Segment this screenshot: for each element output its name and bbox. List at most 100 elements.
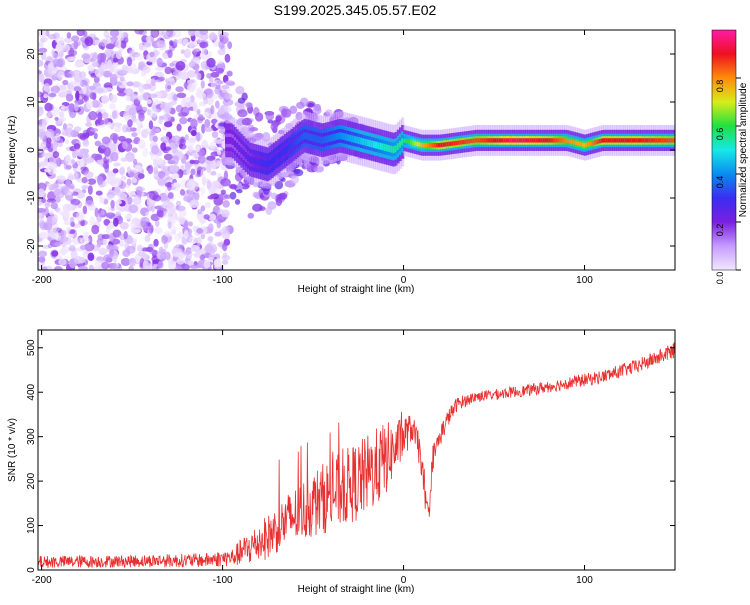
spectrogram-ridge-cell bbox=[648, 138, 652, 143]
spectrogram-cloud-cell bbox=[274, 180, 284, 190]
spectrogram-noise-cell bbox=[188, 235, 198, 245]
snr-y-tick-label: 500 bbox=[26, 339, 37, 356]
spectrogram-noise-cell bbox=[222, 200, 230, 208]
spectrogram-noise-cell bbox=[187, 260, 194, 266]
spectrogram-cloud-cell bbox=[219, 114, 228, 120]
spectrogram-noise-cell bbox=[62, 123, 67, 131]
spectrogram-noise-cell bbox=[113, 57, 118, 63]
spectrogram-ridge-cell bbox=[668, 138, 672, 143]
spectrogram-noise-cell bbox=[156, 209, 164, 218]
spectrogram-noise-cell bbox=[184, 220, 189, 230]
spectrogram-noise-cell bbox=[101, 112, 109, 119]
spectrogram-noise-cell bbox=[176, 92, 187, 99]
spectrogram-noise-cell bbox=[163, 121, 173, 128]
spectrogram-noise-cell bbox=[65, 178, 71, 188]
spectrogram-noise-cell bbox=[134, 165, 143, 172]
spectrogram-noise-cell bbox=[198, 114, 204, 119]
spectrogram-noise-cell bbox=[216, 80, 224, 85]
spectrogram-noise-cell bbox=[123, 230, 128, 240]
spectrogram-noise-cell bbox=[84, 90, 92, 96]
spectrogram-noise-cell bbox=[167, 221, 172, 229]
colorbar-gradient bbox=[711, 29, 737, 271]
spectrogram-noise-cell bbox=[128, 257, 137, 267]
spectrogram-noise-cell bbox=[196, 228, 204, 234]
spectrogram-noise-cell bbox=[112, 122, 123, 127]
spectrogram-noise-cell bbox=[114, 200, 123, 205]
spectrogram-ridge-cell bbox=[477, 138, 481, 143]
spectrogram-noise-cell bbox=[208, 252, 216, 261]
spectrogram-cloud-cell bbox=[249, 127, 259, 132]
spectrogram-noise-cell bbox=[168, 204, 177, 214]
spectrogram-cloud-cell bbox=[289, 105, 298, 115]
spectrogram-noise-cell bbox=[182, 38, 189, 45]
spectrogram-noise-cell bbox=[69, 216, 75, 223]
spectrogram-ridge-cell bbox=[579, 141, 583, 147]
spectrogram-noise-cell bbox=[148, 224, 154, 234]
spectrogram-noise-cell bbox=[68, 232, 74, 239]
spectrogram-ridge-cell bbox=[316, 135, 320, 143]
spectrogram-noise-cell bbox=[184, 164, 191, 171]
spectrogram-noise-cell bbox=[120, 257, 131, 267]
spectrogram-noise-cell bbox=[203, 112, 210, 117]
spectrogram-noise-cell bbox=[49, 209, 55, 216]
spectrogram-noise-cell bbox=[165, 82, 172, 92]
spectrogram-noise-cell bbox=[224, 53, 231, 63]
spectrogram-x-ticks: -200 -100 0 100 bbox=[32, 30, 593, 286]
spectrogram-noise-cell bbox=[112, 110, 117, 119]
spectrogram-noise-cell bbox=[216, 63, 224, 70]
spectrogram-noise-cell bbox=[208, 213, 217, 222]
spectrogram-noise-cell bbox=[101, 261, 110, 270]
spectrogram-noise-cell bbox=[81, 185, 89, 190]
spectrogram-noise-cell bbox=[186, 180, 196, 191]
spectrogram-noise-cell bbox=[87, 185, 93, 195]
spectrogram-ridge-cell bbox=[335, 133, 340, 140]
spectrogram-noise-cell bbox=[192, 49, 197, 57]
spectrogram-cloud-cell bbox=[270, 192, 278, 200]
spectrogram-ridge-cell bbox=[351, 135, 355, 143]
spectrogram-noise-cell bbox=[126, 56, 133, 67]
spectrogram-x-tick-label: 100 bbox=[576, 275, 593, 286]
spectrogram-noise-cell bbox=[204, 126, 213, 132]
spectrogram-cloud-cell bbox=[234, 198, 241, 205]
spectrogram-ridge-cell bbox=[553, 138, 557, 143]
spectrogram-ridge-cell bbox=[498, 138, 503, 143]
spectrogram-ridge-cell bbox=[557, 138, 561, 143]
spectrogram-noise-cell bbox=[84, 36, 94, 47]
spectrogram-ridge-cell bbox=[492, 138, 496, 143]
spectrogram-ridge-cell bbox=[646, 138, 650, 143]
spectrogram-noise-cell bbox=[110, 151, 119, 162]
spectrogram-noise-cell bbox=[119, 221, 129, 230]
spectrogram-noise-cell bbox=[44, 202, 51, 208]
spectrogram-ridge-cell bbox=[362, 138, 366, 146]
spectrogram-noise-cell bbox=[96, 241, 102, 248]
spectrogram-ridge-cell bbox=[233, 140, 238, 148]
spectrogram-noise-cell bbox=[68, 103, 75, 112]
spectrogram-noise-cell bbox=[128, 107, 137, 116]
spectrogram-noise-cell bbox=[186, 79, 192, 85]
spectrogram-noise-cell bbox=[144, 128, 152, 135]
spectrogram-noise-cell bbox=[60, 229, 67, 237]
spectrogram-noise-cell bbox=[68, 244, 76, 251]
spectrogram-ridge-cell bbox=[433, 143, 437, 148]
spectrogram-noise-cell bbox=[44, 102, 53, 112]
spectrogram-noise-cell bbox=[65, 127, 74, 138]
spectrogram-noise-cell bbox=[120, 31, 129, 38]
spectrogram-noise-cell bbox=[161, 210, 172, 218]
spectrogram-noise-cell bbox=[220, 31, 229, 38]
spectrogram-ridge-cell bbox=[238, 145, 242, 152]
spectrogram-ridge-cell bbox=[637, 138, 642, 143]
spectrogram-noise-cell bbox=[189, 159, 195, 164]
spectrogram-ridge-cell bbox=[355, 136, 359, 144]
spectrogram-ridge-cell bbox=[279, 150, 283, 158]
spectrogram-y-ticks: -20 -10 0 10 20 bbox=[26, 48, 675, 253]
spectrogram-noise-cell bbox=[215, 67, 225, 74]
spectrogram-ridge-cell bbox=[338, 132, 342, 140]
spectrogram-noise-cell bbox=[147, 93, 158, 99]
spectrogram-noise-cell bbox=[201, 47, 208, 55]
spectrogram-ridge-cell bbox=[448, 141, 453, 147]
spectrogram-cloud-cell bbox=[270, 121, 278, 132]
spectrogram-ridge-cell bbox=[653, 138, 657, 143]
spectrogram-ridge-cell bbox=[479, 138, 483, 143]
spectrogram-ridge-cell bbox=[455, 140, 459, 146]
spectrogram-ridge-cell bbox=[303, 132, 307, 140]
